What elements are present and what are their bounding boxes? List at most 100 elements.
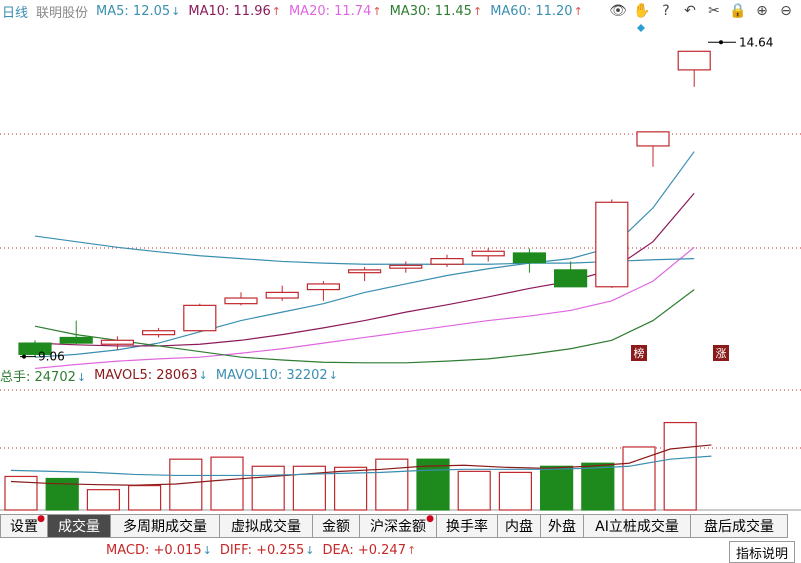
ma-legend-item: MA30: 11.45↑: [390, 4, 483, 19]
candle-body: [348, 269, 382, 274]
indicator-tab[interactable]: 外盘: [541, 514, 584, 538]
board-badge: [713, 345, 729, 361]
board-badge-label: 榜: [634, 346, 645, 360]
volume-value: MAVOL5: 28063: [94, 367, 198, 383]
low-price-label: 9.06: [38, 350, 65, 364]
candle-body: [677, 50, 711, 71]
question-icon[interactable]: ?: [662, 3, 670, 19]
candle-body: [18, 342, 52, 355]
high-price-label: 14.64: [739, 35, 773, 49]
candle-body: [59, 336, 93, 344]
ma-value: MA20: 11.74: [288, 3, 372, 19]
ma-legend-item: MA10: 11.96↑: [188, 4, 281, 19]
candle-body: [100, 339, 135, 345]
indicator-tab-label: 盘后成交量: [704, 519, 774, 535]
volume-value: MAVOL10: 32202: [215, 367, 328, 383]
new-indicator-dot-icon: ●: [426, 514, 434, 524]
ma-value: MA60: 11.20: [490, 3, 573, 19]
indicator-tab-label: 内盘: [505, 519, 533, 535]
indicator-tab[interactable]: 成交量: [48, 514, 111, 538]
undo-icon[interactable]: ↶: [684, 3, 696, 19]
macd-indicator-header: MACD: +0.015↓ DIFF: +0.255↓ DEA: +0.247↑: [106, 539, 801, 561]
eye-icon[interactable]: 👁: [609, 3, 627, 19]
candle-body: [471, 250, 505, 257]
period-label[interactable]: 日线: [2, 5, 29, 21]
low-price-dot: [22, 354, 26, 359]
candle-body: [553, 269, 588, 288]
macd-trend-arrow: ↓: [305, 543, 315, 557]
indicator-tab-label: 金额: [322, 519, 350, 535]
indicator-tab-label: 换手率: [446, 519, 488, 535]
ma-value: MA30: 11.45: [389, 3, 472, 19]
indicator-tabs: 设置 ● 成交量 多周期成交量 虚拟成交量 金额 沪深金额 ● 换手率 内盘 外盘 AI立桩成交量 盘后…: [0, 514, 788, 538]
volume-bar: [86, 489, 121, 511]
board-badge: [631, 345, 647, 361]
ma-value: MA5: 12.05: [96, 3, 171, 19]
lock-icon[interactable]: 🔒: [729, 3, 747, 19]
ma-trend-arrow: ↑: [573, 4, 583, 18]
candle-body: [512, 252, 547, 264]
macd-value: MACD: +0.015: [106, 542, 202, 558]
indicator-tab[interactable]: AI立桩成交量: [584, 514, 691, 538]
ma-line-ma20: [34, 246, 695, 370]
candle-body: [224, 297, 258, 305]
volume-bar: [334, 466, 368, 511]
candle-body: [265, 291, 299, 299]
volume-bar: [581, 462, 615, 511]
ma-line-ma60: [34, 235, 695, 265]
macd-trend-arrow: ↑: [406, 543, 417, 557]
indicator-tab[interactable]: 设置 ●: [0, 514, 48, 538]
zoom-out-icon[interactable]: ⊖: [780, 3, 792, 19]
candle-body: [183, 304, 217, 332]
volume-legend-item: MAVOL5: 28063↓: [94, 368, 208, 383]
candle-body: [389, 264, 423, 269]
volume-bar: [498, 471, 532, 511]
candle-body: [306, 283, 340, 291]
volume-bar: [210, 456, 244, 511]
volume-bar: [128, 485, 162, 511]
indicator-tab[interactable]: 虚拟成交量: [220, 514, 313, 538]
volume-legend-item: MAVOL10: 32202↓: [216, 368, 338, 383]
indicator-tab[interactable]: 换手率: [437, 514, 498, 538]
indicator-tab[interactable]: 盘后成交量: [691, 514, 788, 538]
macd-legend-item: MACD: +0.015↓: [106, 543, 212, 558]
hand-icon[interactable]: ✋: [633, 3, 651, 19]
high-price-dot: [719, 40, 723, 45]
indicator-tab-label: 设置: [10, 519, 38, 535]
ma-legend-item: MA20: 11.74↑: [289, 4, 382, 19]
macd-trend-arrow: ↓: [202, 543, 212, 557]
indicator-tab-label: 外盘: [548, 519, 576, 535]
indicator-tab-label: 虚拟成交量: [231, 519, 301, 535]
volume-bar: [539, 465, 574, 511]
indicator-tab-label: 多周期成交量: [123, 519, 207, 535]
candle-body: [636, 131, 670, 147]
volume-legend-item: 总手: 24702↓: [0, 366, 86, 385]
volume-trend-arrow: ↓: [76, 370, 87, 384]
ma-trend-arrow: ↓: [171, 4, 181, 18]
indicator-tab[interactable]: 沪深金额 ●: [360, 514, 437, 538]
indicator-tab[interactable]: 多周期成交量: [111, 514, 220, 538]
event-marker-icon: [637, 24, 645, 32]
indicator-explain-button[interactable]: 指标说明: [728, 541, 795, 563]
price-indicator-header: 日线 联明股份 MA5: 12.05↓ MA10: 11.96↑ MA20: 11.…: [0, 0, 801, 22]
ma-trend-arrow: ↑: [271, 4, 281, 18]
scissors-icon[interactable]: ✂: [708, 3, 720, 19]
board-badge-label: 涨: [716, 347, 727, 360]
indicator-tab-label: AI立桩成交量: [595, 519, 679, 535]
indicator-tab-label: 成交量: [58, 519, 100, 535]
volume-bar: [416, 458, 450, 511]
mavol10-line: [10, 455, 712, 477]
indicator-tab[interactable]: 内盘: [498, 514, 541, 538]
volume-indicator-header: 总手: 24702↓ MAVOL5: 28063↓ MAVOL10: 32202↓: [0, 364, 801, 386]
volume-value: 总手: 24702: [0, 369, 76, 385]
stock-name: 联明股份: [36, 5, 89, 21]
indicator-tab[interactable]: 金额: [313, 514, 360, 538]
volume-bar: [457, 470, 491, 511]
zoom-in-icon[interactable]: ⊕: [756, 3, 768, 19]
indicator-tab-label: 沪深金额: [370, 519, 426, 535]
volume-trend-arrow: ↓: [328, 368, 338, 382]
candle-body: [595, 201, 629, 288]
ma-legend-item: MA60: 11.20↑: [490, 4, 583, 19]
candle-body: [142, 330, 176, 336]
